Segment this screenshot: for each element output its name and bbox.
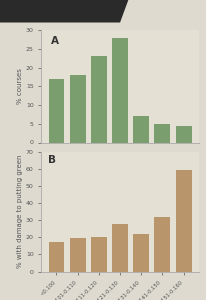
Bar <box>154 217 170 272</box>
Bar <box>69 75 85 142</box>
Text: B: B <box>47 155 55 165</box>
Bar <box>133 116 149 142</box>
Bar <box>175 170 191 272</box>
Y-axis label: % courses: % courses <box>17 68 23 104</box>
Bar <box>48 79 64 142</box>
Bar <box>154 124 170 142</box>
Bar <box>112 224 127 272</box>
Bar <box>175 126 191 142</box>
Bar <box>90 56 106 142</box>
Text: FIGURE 3: FIGURE 3 <box>8 6 69 19</box>
Bar <box>112 38 127 142</box>
Bar <box>90 237 106 272</box>
Bar <box>133 234 149 272</box>
Bar <box>69 238 85 272</box>
Y-axis label: % with damage to putting green: % with damage to putting green <box>17 155 23 268</box>
Polygon shape <box>0 0 128 22</box>
Bar <box>48 242 64 272</box>
Text: A: A <box>51 36 59 46</box>
